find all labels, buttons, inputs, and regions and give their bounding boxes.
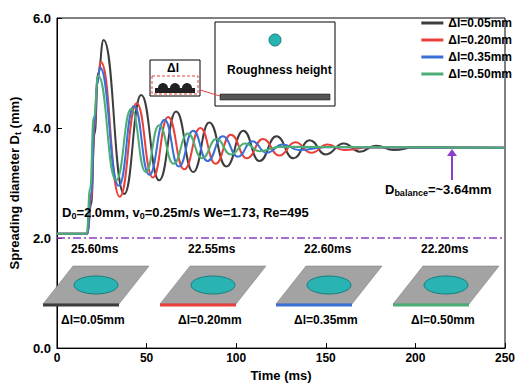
svg-text:200: 200	[405, 351, 425, 365]
svg-text:Δl=0.35mm: Δl=0.35mm	[448, 50, 512, 64]
svg-text:4.0: 4.0	[33, 121, 51, 136]
svg-text:Δl=0.20mm: Δl=0.20mm	[448, 33, 512, 47]
svg-text:150: 150	[316, 351, 336, 365]
svg-text:2.0: 2.0	[33, 231, 51, 246]
svg-text:0: 0	[54, 351, 61, 365]
svg-text:Time (ms): Time (ms)	[250, 368, 311, 383]
svg-text:balance: balance	[394, 188, 428, 198]
svg-text:Δl=0.20mm: Δl=0.20mm	[178, 313, 242, 327]
svg-text:=0.25m/s We=1.73, Re=495: =0.25m/s We=1.73, Re=495	[145, 205, 309, 220]
svg-text:Δl: Δl	[167, 61, 179, 75]
svg-text:100: 100	[226, 351, 246, 365]
svg-text:Δl=0.05mm: Δl=0.05mm	[61, 313, 125, 327]
svg-text:Δl=0.50mm: Δl=0.50mm	[411, 313, 475, 327]
svg-text:22.20ms: 22.20ms	[421, 242, 469, 256]
svg-text:50: 50	[140, 351, 154, 365]
svg-text:t: t	[12, 132, 23, 136]
svg-text:22.60ms: 22.60ms	[304, 242, 352, 256]
svg-text:Δl=0.35mm: Δl=0.35mm	[294, 313, 358, 327]
svg-text:0: 0	[139, 210, 145, 221]
svg-text:6.0: 6.0	[33, 11, 51, 26]
svg-text:=~3.64mm: =~3.64mm	[428, 182, 492, 197]
svg-text:(mm): (mm)	[7, 97, 22, 132]
svg-text:Roughness height: Roughness height	[227, 63, 332, 77]
svg-text:=2.0mm, v: =2.0mm, v	[76, 205, 140, 220]
svg-text:0: 0	[71, 210, 77, 221]
svg-text:D: D	[385, 182, 394, 197]
svg-text:25.60ms: 25.60ms	[71, 242, 119, 256]
svg-text:Δl=0.05mm: Δl=0.05mm	[448, 16, 512, 30]
svg-text:Spreading diameter D: Spreading diameter D	[7, 135, 22, 269]
svg-text:0.0: 0.0	[33, 341, 51, 356]
svg-text:D: D	[62, 205, 71, 220]
svg-text:22.55ms: 22.55ms	[188, 242, 236, 256]
svg-text:250: 250	[495, 351, 515, 365]
svg-text:Δl=0.50mm: Δl=0.50mm	[448, 67, 512, 81]
